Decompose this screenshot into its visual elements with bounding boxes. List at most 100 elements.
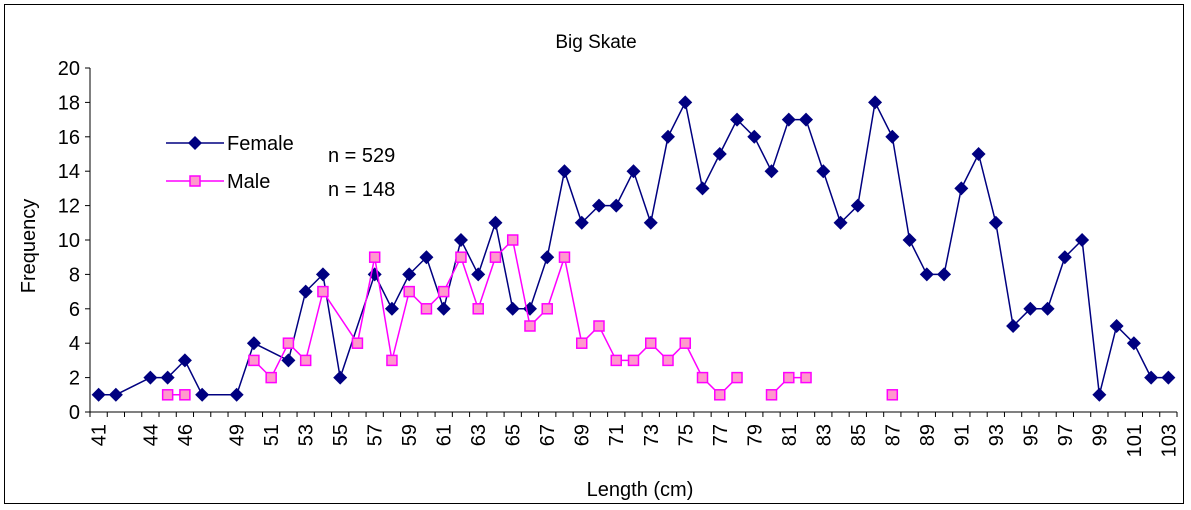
y-tick-label: 6 (69, 299, 80, 321)
female-point (591, 198, 606, 213)
female-point (1092, 387, 1107, 402)
chart-frame (4, 4, 1184, 504)
x-tick-label: 77 (710, 424, 732, 446)
annotation-male-n: n = 148 (328, 179, 395, 201)
female-point (246, 336, 261, 351)
male-point (179, 389, 191, 401)
female-point (108, 387, 123, 402)
female-point (885, 129, 900, 144)
female-point (919, 267, 934, 282)
male-point (541, 303, 553, 315)
x-tick-label: 73 (641, 424, 663, 446)
male-point (351, 337, 364, 349)
x-tick-label: 103 (1158, 424, 1180, 457)
y-axis-label: Frequency (18, 199, 40, 294)
legend-male-marker (189, 175, 201, 187)
male-point (679, 337, 692, 349)
y-tick-label: 12 (58, 196, 80, 218)
female-point (747, 129, 762, 144)
male-point (714, 389, 726, 401)
x-tick-label: 79 (744, 424, 766, 446)
male-point (662, 354, 674, 367)
x-tick-label: 89 (917, 424, 939, 446)
female-point (471, 267, 486, 282)
series-female (91, 95, 1176, 402)
male-point (696, 371, 709, 384)
x-tick-label: 97 (1055, 424, 1077, 446)
y-tick-label: 20 (58, 58, 80, 80)
female-point (954, 181, 969, 196)
male-point (420, 303, 433, 315)
male-point (299, 354, 312, 367)
x-tick-label: 75 (675, 424, 697, 446)
female-point (281, 353, 296, 368)
female-point (937, 267, 952, 282)
male-point (161, 389, 174, 401)
male-point (558, 251, 571, 263)
x-tick-label: 51 (261, 424, 283, 446)
x-tick-label: 87 (882, 424, 904, 446)
y-tick-label: 2 (69, 368, 80, 390)
female-point (764, 164, 779, 179)
x-tick-label: 53 (296, 424, 318, 446)
female-point (1040, 301, 1055, 316)
female-point (695, 181, 710, 196)
series-layer (91, 95, 1176, 402)
female-point (1109, 319, 1124, 333)
female-point (574, 215, 589, 230)
male-point (610, 354, 622, 367)
y-tick-label: 14 (58, 161, 80, 183)
male-point (472, 303, 484, 315)
female-point (557, 164, 572, 179)
x-tick-label: 91 (951, 424, 973, 446)
y-tick-label: 0 (69, 402, 80, 424)
male-point (800, 371, 812, 384)
x-tick-label: 71 (606, 424, 628, 446)
male-point (886, 389, 899, 401)
x-tick-label: 61 (434, 424, 456, 446)
female-point (333, 370, 348, 385)
x-tick-label: 95 (1020, 424, 1042, 446)
male-point (783, 371, 795, 384)
female-point (643, 215, 658, 230)
x-tick-label: 46 (175, 424, 197, 446)
y-tick-label: 16 (58, 127, 80, 149)
female-point (799, 112, 814, 127)
female-point (505, 301, 520, 316)
male-point (282, 337, 295, 349)
male-point (765, 389, 778, 401)
female-point (298, 284, 313, 299)
male-point (455, 251, 467, 263)
female-point (902, 233, 917, 247)
male-point (524, 320, 536, 332)
x-tick-label: 41 (89, 424, 111, 446)
series-male-line (253, 238, 738, 396)
x-tick-label: 69 (572, 424, 594, 446)
x-tick-label: 59 (399, 424, 421, 446)
x-tick-label: 57 (365, 424, 387, 446)
female-point (315, 267, 330, 282)
y-tick-label: 18 (58, 92, 80, 114)
male-point (627, 354, 640, 367)
x-tick-label: 101 (1124, 424, 1146, 457)
female-point (626, 164, 641, 179)
female-point (1006, 319, 1021, 333)
male-point (248, 354, 260, 367)
x-tick-label: 85 (848, 424, 870, 446)
male-point (731, 371, 743, 384)
female-point (816, 164, 831, 179)
series-male (161, 234, 899, 401)
male-point (403, 285, 415, 298)
male-point (437, 285, 450, 298)
y-tick-label: 10 (58, 230, 80, 252)
male-point (593, 320, 605, 332)
female-point (1075, 233, 1090, 247)
female-point (91, 387, 106, 402)
female-point (712, 147, 727, 161)
female-point (661, 129, 676, 144)
male-point (489, 251, 502, 263)
chart-title: Big Skate (555, 32, 636, 53)
female-point (177, 353, 192, 368)
female-point (436, 301, 451, 316)
